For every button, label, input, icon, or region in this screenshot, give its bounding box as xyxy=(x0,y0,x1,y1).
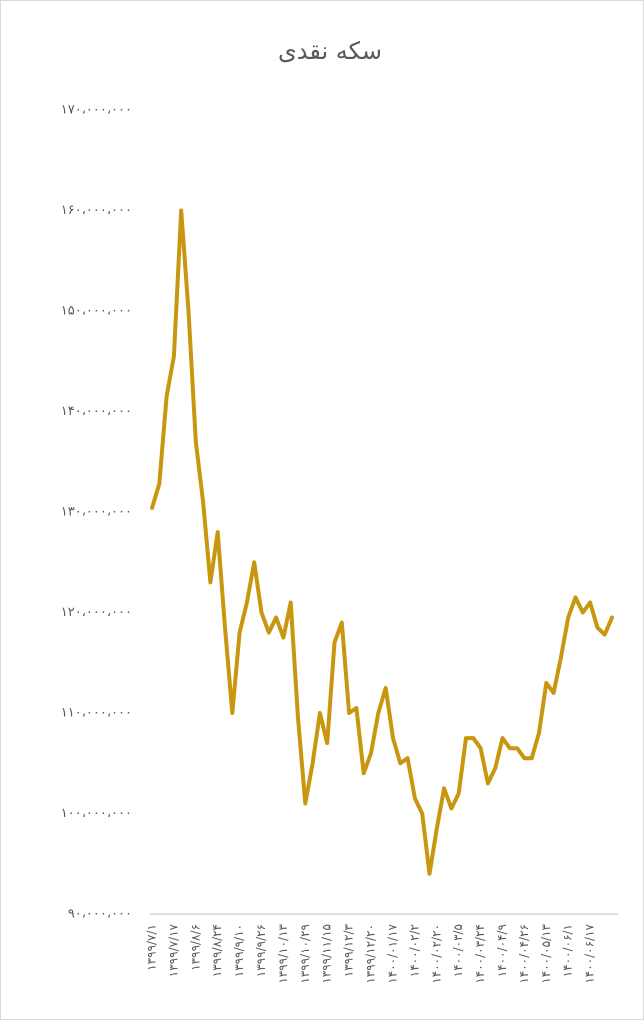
x-tick-label: ۱۳۹۹/۸/۲۴ xyxy=(210,924,224,977)
x-tick-label: ۱۳۹۹/۷/۱۷ xyxy=(166,923,180,977)
y-tick-label: ۱۲۰،۰۰۰،۰۰۰ xyxy=(61,605,132,620)
x-tick-label: ۱۴۰۰/۰۵/۱۳ xyxy=(539,923,553,983)
x-tick-label: ۱۳۹۹/۷/۱ xyxy=(145,924,159,971)
x-tick-label: ۱۴۰۰/۰۴/۹ xyxy=(495,924,509,977)
x-tick-label: ۱۴۰۰/۰۲/۲۰ xyxy=(429,924,443,984)
x-tick-label: ۱۴۰۰/۰۶/۱۷ xyxy=(583,923,597,983)
y-tick-label: ۹۰،۰۰۰،۰۰۰ xyxy=(68,907,132,922)
chart-title: سکه نقدی xyxy=(278,37,382,65)
x-tick-label: ۱۴۰۰/۰۶/۱ xyxy=(561,924,575,977)
x-tick-label: ۱۳۹۹/۱۰/۲۹ xyxy=(298,924,312,984)
x-tick-label: ۱۳۹۹/۱۰/۱۳ xyxy=(276,923,290,983)
x-tick-label: ۱۳۹۹/۸/۶ xyxy=(188,924,202,971)
x-tick-label: ۱۳۹۹/۹/۲۶ xyxy=(254,924,268,977)
y-tick-label: ۱۰۰،۰۰۰،۰۰۰ xyxy=(61,806,132,821)
y-tick-label: ۱۶۰،۰۰۰،۰۰۰ xyxy=(61,203,132,218)
y-tick-label: ۱۴۰،۰۰۰،۰۰۰ xyxy=(61,404,132,419)
x-tick-label: ۱۳۹۹/۱۲/۲۰ xyxy=(364,924,378,984)
x-tick-label: ۱۳۹۹/۱۱/۱۵ xyxy=(320,924,334,984)
x-tick-label: ۱۴۰۰/۰۴/۲۶ xyxy=(517,924,531,984)
y-tick-label: ۱۳۰،۰۰۰،۰۰۰ xyxy=(61,505,132,520)
x-tick-label: ۱۴۰۰/۰۲/۲ xyxy=(407,924,421,977)
y-tick-label: ۱۵۰،۰۰۰،۰۰۰ xyxy=(61,304,132,319)
price-line xyxy=(150,208,614,876)
x-tick-label: ۱۳۹۹/۱۲/۳ xyxy=(342,923,356,977)
x-tick-label: ۱۴۰۰/۰۳/۲۴ xyxy=(473,924,487,984)
x-tick-label: ۱۴۰۰/۰۱/۱۷ xyxy=(385,923,399,983)
y-tick-label: ۱۱۰،۰۰۰،۰۰۰ xyxy=(61,706,132,721)
x-tick-label: ۱۳۹۹/۹/۱۰ xyxy=(232,924,246,977)
x-tick-label: ۱۴۰۰/۰۳/۵ xyxy=(451,924,465,977)
y-tick-label: ۱۷۰،۰۰۰،۰۰۰ xyxy=(61,103,132,118)
